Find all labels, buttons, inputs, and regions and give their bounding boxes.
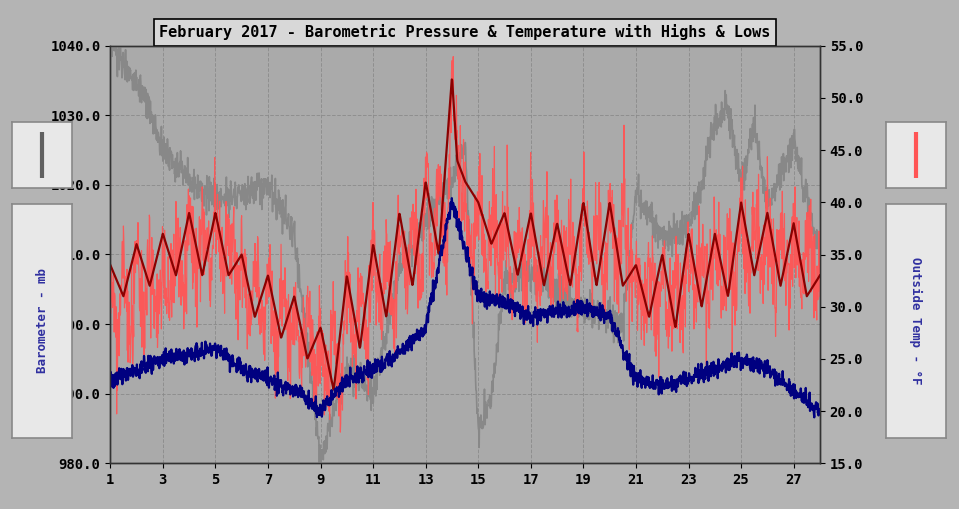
Text: Outside Temp - °F: Outside Temp - °F — [909, 257, 923, 384]
Text: Barometer - mb: Barometer - mb — [35, 268, 49, 373]
Title: February 2017 - Barometric Pressure & Temperature with Highs & Lows: February 2017 - Barometric Pressure & Te… — [159, 24, 771, 41]
